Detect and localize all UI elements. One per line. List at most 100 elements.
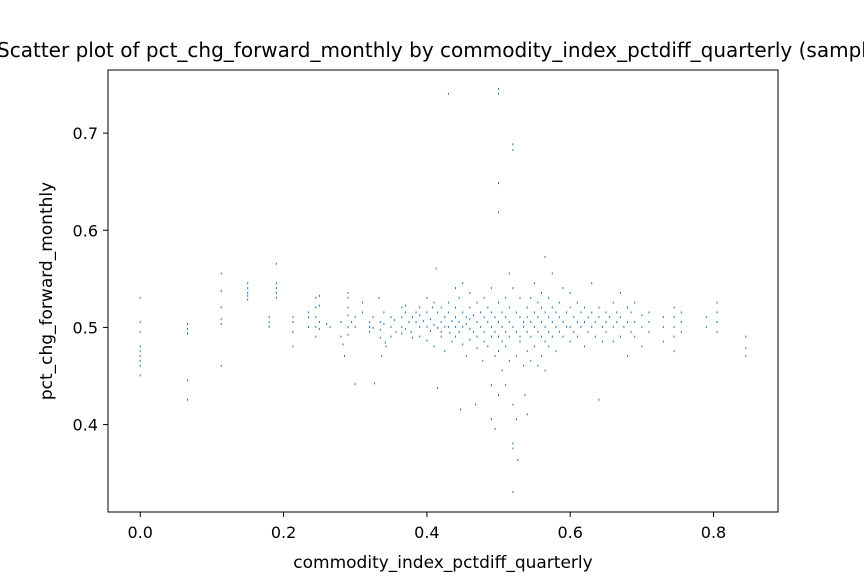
plot-frame — [107, 69, 779, 513]
data-point — [627, 321, 628, 324]
data-point — [187, 379, 188, 382]
y-tick-label: 0.5 — [73, 318, 98, 337]
data-point — [354, 316, 356, 319]
data-point — [569, 325, 571, 328]
data-point — [426, 296, 428, 299]
data-point — [490, 384, 492, 387]
data-point — [523, 321, 525, 324]
x-tick-label: 0.6 — [557, 523, 582, 542]
x-axis-label: commodity_index_pctdiff_quarterly — [293, 553, 592, 573]
data-point — [139, 330, 141, 333]
data-point — [480, 311, 482, 314]
data-point — [315, 306, 317, 309]
data-point — [401, 332, 403, 335]
data-point — [562, 287, 564, 290]
data-point — [494, 355, 496, 358]
data-point — [419, 306, 421, 309]
data-point — [541, 306, 542, 309]
data-point — [612, 340, 614, 343]
data-point — [275, 287, 277, 290]
data-point — [530, 321, 532, 324]
data-point — [220, 306, 222, 309]
data-point — [247, 291, 249, 294]
data-point — [524, 393, 526, 396]
data-point — [680, 321, 682, 324]
data-point — [576, 321, 578, 324]
data-point — [390, 325, 392, 328]
data-point — [673, 316, 675, 319]
data-point — [318, 294, 320, 297]
data-point — [369, 321, 371, 324]
data-point — [548, 330, 550, 333]
data-point — [512, 149, 514, 152]
data-point — [447, 311, 449, 314]
data-point — [404, 327, 406, 330]
data-point — [612, 325, 614, 328]
data-point — [555, 311, 557, 314]
data-point — [487, 345, 489, 348]
data-point — [490, 335, 492, 338]
data-point — [526, 316, 528, 319]
data-point — [566, 325, 568, 328]
data-point — [494, 316, 496, 319]
data-point — [139, 374, 141, 377]
data-point — [426, 311, 428, 314]
data-point — [433, 345, 435, 348]
data-point — [537, 316, 539, 319]
data-point — [292, 330, 294, 333]
data-point — [326, 323, 328, 325]
data-point — [598, 306, 600, 309]
data-point — [619, 316, 621, 319]
data-point — [512, 325, 514, 328]
data-point — [519, 296, 521, 299]
y-tick-label: 0.6 — [73, 221, 98, 240]
data-point — [462, 282, 464, 285]
data-point — [537, 364, 539, 367]
data-point — [494, 330, 496, 333]
data-point — [354, 383, 356, 386]
data-point — [498, 301, 499, 304]
data-point — [544, 340, 546, 343]
data-point — [415, 311, 417, 314]
data-point — [372, 316, 374, 319]
data-point — [591, 282, 593, 285]
data-point — [483, 296, 485, 299]
data-point — [220, 323, 222, 325]
data-point — [139, 364, 141, 367]
data-point — [292, 316, 294, 319]
data-point — [569, 340, 571, 343]
data-point — [530, 335, 532, 338]
data-point — [455, 325, 456, 328]
data-point — [440, 306, 442, 309]
data-point — [473, 330, 474, 333]
data-point — [465, 316, 467, 319]
data-point — [394, 319, 396, 322]
data-point — [390, 335, 392, 338]
data-point — [530, 359, 532, 362]
data-point — [354, 325, 356, 328]
data-point — [716, 311, 718, 314]
data-point — [361, 311, 363, 314]
data-point — [490, 418, 492, 421]
data-point — [318, 327, 320, 330]
data-point — [275, 262, 277, 265]
data-point — [598, 316, 600, 319]
data-point — [455, 316, 456, 319]
data-point — [501, 311, 503, 314]
data-point — [551, 272, 553, 275]
data-point — [634, 301, 636, 304]
data-point — [519, 335, 521, 338]
data-point — [347, 296, 349, 299]
data-point — [437, 311, 439, 314]
data-point — [469, 338, 471, 341]
data-point — [630, 311, 632, 314]
data-point — [627, 306, 628, 309]
data-point — [605, 321, 607, 324]
data-point — [594, 335, 596, 338]
data-point — [220, 272, 222, 275]
data-point — [433, 324, 435, 326]
data-point — [526, 350, 528, 353]
data-point — [419, 325, 421, 328]
data-point — [483, 340, 485, 343]
data-point — [401, 316, 403, 319]
